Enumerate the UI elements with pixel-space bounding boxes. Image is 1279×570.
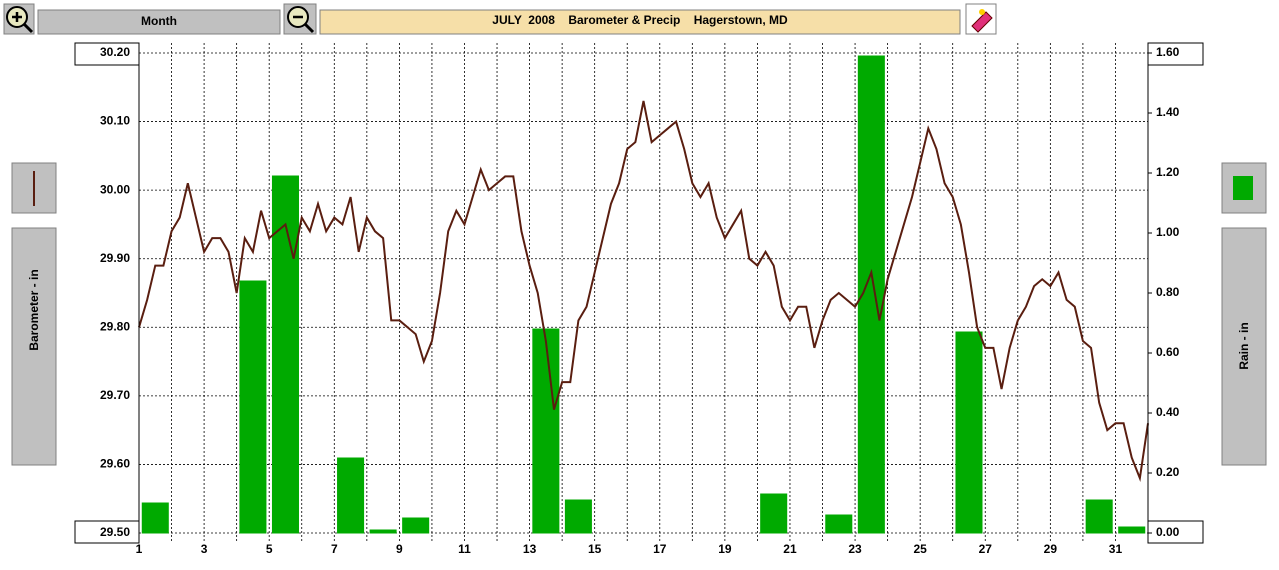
period-label: Month xyxy=(141,14,177,28)
y2-tick-label: 1.60 xyxy=(1156,45,1180,59)
print-button[interactable] xyxy=(965,3,997,35)
y2-tick-label: 1.20 xyxy=(1156,165,1180,179)
bar xyxy=(239,280,267,534)
axis-box xyxy=(74,520,140,544)
x-tick-label: 19 xyxy=(718,542,732,556)
bar xyxy=(825,514,853,534)
bar xyxy=(369,529,397,534)
y2-tick-label: 1.00 xyxy=(1156,225,1180,239)
x-tick-label: 17 xyxy=(653,542,667,556)
y2-tick-label: 0.20 xyxy=(1156,465,1180,479)
x-tick-label: 7 xyxy=(331,542,338,556)
chart-title: JULY 2008 Barometer & Precip Hagerstown,… xyxy=(492,13,788,27)
y-tick-label: 29.90 xyxy=(100,251,130,265)
x-tick-label: 3 xyxy=(201,542,208,556)
y-tick-label: 30.00 xyxy=(100,182,130,196)
axis-box xyxy=(1147,520,1204,544)
left-axis-button[interactable] xyxy=(11,227,57,466)
barometer-line xyxy=(138,100,1149,482)
y2-tick-label: 1.40 xyxy=(1156,105,1180,119)
bar xyxy=(402,517,430,534)
x-tick-label: 11 xyxy=(458,542,471,556)
y2-tick-label: 0.00 xyxy=(1156,525,1180,539)
y-axis-label: Barometer - in xyxy=(27,269,41,350)
y-tick-label: 29.50 xyxy=(100,525,130,539)
axis-box xyxy=(1147,42,1204,66)
y2-tick-label: 0.60 xyxy=(1156,345,1180,359)
x-tick-label: 23 xyxy=(848,542,862,556)
x-tick-label: 9 xyxy=(396,542,403,556)
bar xyxy=(141,502,169,534)
x-tick-label: 27 xyxy=(979,542,993,556)
bar xyxy=(564,499,592,534)
right-axis-button[interactable] xyxy=(1221,227,1267,466)
y-tick-label: 29.60 xyxy=(100,457,130,471)
x-tick-label: 13 xyxy=(523,542,537,556)
bar xyxy=(1085,499,1113,534)
x-tick-label: 5 xyxy=(266,542,273,556)
title-box xyxy=(319,9,961,35)
x-tick-label: 29 xyxy=(1044,542,1058,556)
x-tick-label: 15 xyxy=(588,542,602,556)
y2-tick-label: 0.40 xyxy=(1156,405,1180,419)
y-tick-label: 29.70 xyxy=(100,388,130,402)
x-tick-label: 1 xyxy=(136,542,143,556)
bar xyxy=(857,55,885,534)
period-button[interactable] xyxy=(37,9,281,35)
x-tick-label: 31 xyxy=(1109,542,1123,556)
y-tick-label: 30.20 xyxy=(100,45,130,59)
bar xyxy=(1118,526,1146,534)
y2-tick-label: 0.80 xyxy=(1156,285,1180,299)
x-tick-label: 21 xyxy=(783,542,797,556)
x-tick-label: 25 xyxy=(913,542,927,556)
bar xyxy=(337,457,365,534)
zoom-out-button[interactable] xyxy=(283,3,317,35)
bar xyxy=(760,493,788,534)
bar-legend-icon xyxy=(1233,176,1253,200)
y-tick-label: 29.80 xyxy=(100,319,130,333)
bar xyxy=(955,331,983,534)
y-tick-label: 30.10 xyxy=(100,114,130,128)
y2-axis-label: Rain - in xyxy=(1237,322,1251,369)
bar xyxy=(271,175,299,534)
axis-box xyxy=(74,42,140,66)
zoom-in-button[interactable] xyxy=(3,3,35,35)
bar xyxy=(532,328,560,534)
